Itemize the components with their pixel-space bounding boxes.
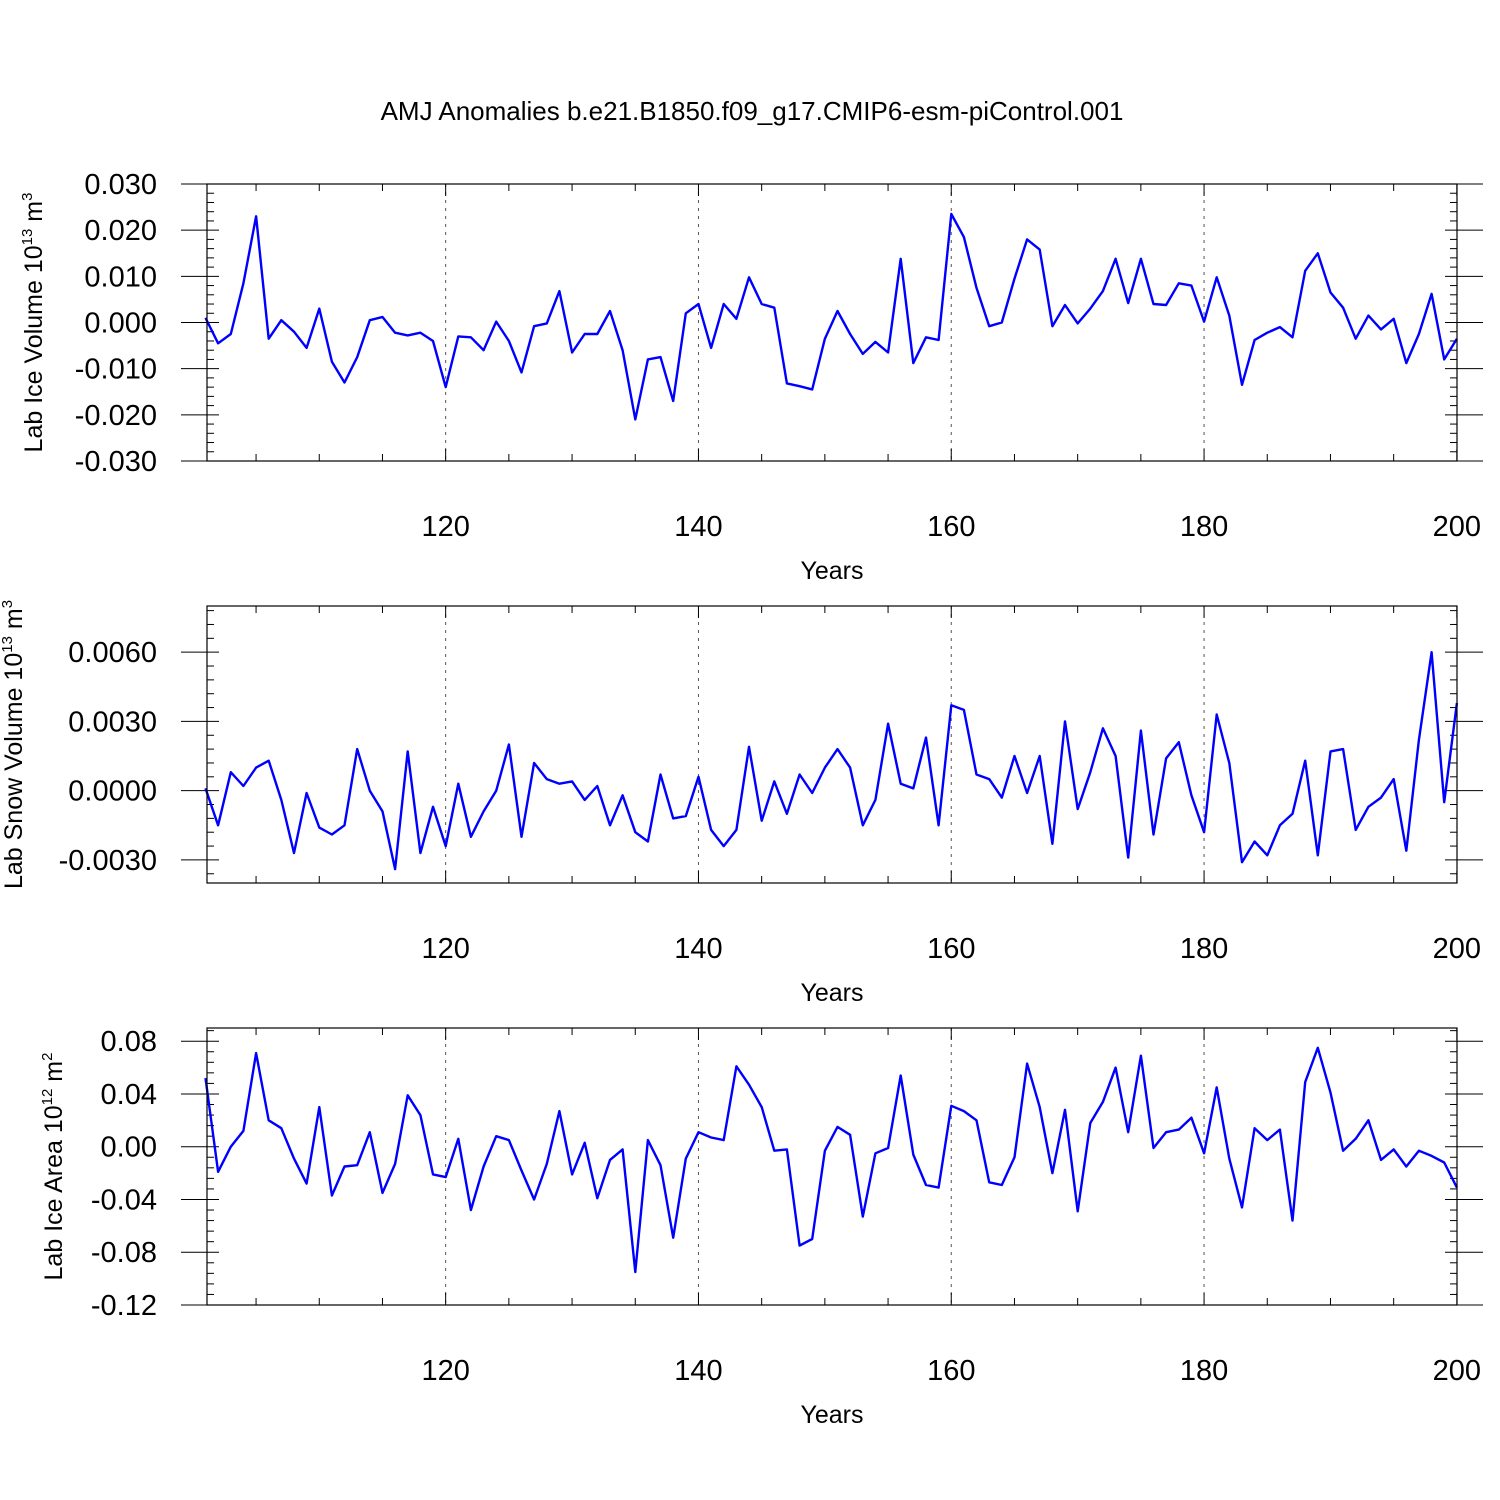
panel-1: -0.030 -0.020 -0.010 0.000 0.010 0.020 0.030 12… xyxy=(19,169,1483,585)
x-tick-label: 180 xyxy=(1180,511,1228,543)
x-axis-label: Years xyxy=(800,1401,863,1429)
x-tick-label: 140 xyxy=(674,511,722,543)
x-tick-label: 140 xyxy=(674,1355,722,1387)
chart-title: AMJ Anomalies b.e21.B1850.f09_g17.CMIP6-… xyxy=(381,96,1124,126)
y-tick-label: -0.010 xyxy=(75,354,157,386)
x-tick-label: 200 xyxy=(1433,511,1481,543)
panel-3: -0.12 -0.08 -0.04 0.00 0.04 0.08 120 140 160 180 2… xyxy=(39,1026,1483,1429)
y-tick-label: 0.030 xyxy=(84,169,157,201)
series-line xyxy=(204,212,1458,421)
y-tick-label: -0.0030 xyxy=(59,845,157,877)
plot-frame xyxy=(206,605,1458,884)
y-axis-label: Lab Ice Volume 1013 m3 xyxy=(19,193,48,453)
series-line xyxy=(204,1046,1458,1274)
x-tick-label: 140 xyxy=(674,933,722,965)
x-tick-label: 180 xyxy=(1180,933,1228,965)
panel-2: -0.0030 0.0000 0.0030 0.0060 120 140 160 180 200… xyxy=(0,600,1483,1007)
x-tick-label: 160 xyxy=(927,511,975,543)
x-tick-label: 160 xyxy=(927,933,975,965)
x-axis-label: Years xyxy=(800,979,863,1007)
y-tick-label: -0.020 xyxy=(75,400,157,432)
y-axis-label: Lab Ice Area 1012 m2 xyxy=(39,1053,68,1281)
plot-frame xyxy=(206,183,1458,462)
y-tick-label: -0.04 xyxy=(91,1184,157,1216)
x-tick-label: 160 xyxy=(927,1355,975,1387)
plot-frame xyxy=(206,1027,1458,1306)
x-tick-label: 120 xyxy=(421,511,469,543)
y-tick-label: -0.030 xyxy=(75,446,157,478)
x-tick-label: 200 xyxy=(1433,1355,1481,1387)
x-tick-label: 120 xyxy=(421,1355,469,1387)
y-tick-label: -0.12 xyxy=(91,1290,157,1322)
y-tick-label: 0.0060 xyxy=(68,637,157,669)
y-tick-label: 0.0000 xyxy=(68,776,157,808)
series-line xyxy=(204,651,1459,871)
x-tick-label: 180 xyxy=(1180,1355,1228,1387)
y-tick-label: 0.08 xyxy=(101,1026,157,1058)
y-tick-label: 0.0030 xyxy=(68,706,157,738)
y-tick-label: 0.010 xyxy=(84,261,157,293)
y-tick-label: 0.000 xyxy=(84,308,157,340)
y-axis-label: Lab Snow Volume 1013 m3 xyxy=(0,600,28,889)
x-axis-label: Years xyxy=(800,557,863,585)
x-tick-label: 200 xyxy=(1433,933,1481,965)
y-tick-label: -0.08 xyxy=(91,1237,157,1269)
y-tick-label: 0.04 xyxy=(101,1079,157,1111)
x-tick-label: 120 xyxy=(421,933,469,965)
y-tick-label: 0.00 xyxy=(101,1132,157,1164)
y-tick-label: 0.020 xyxy=(84,215,157,247)
